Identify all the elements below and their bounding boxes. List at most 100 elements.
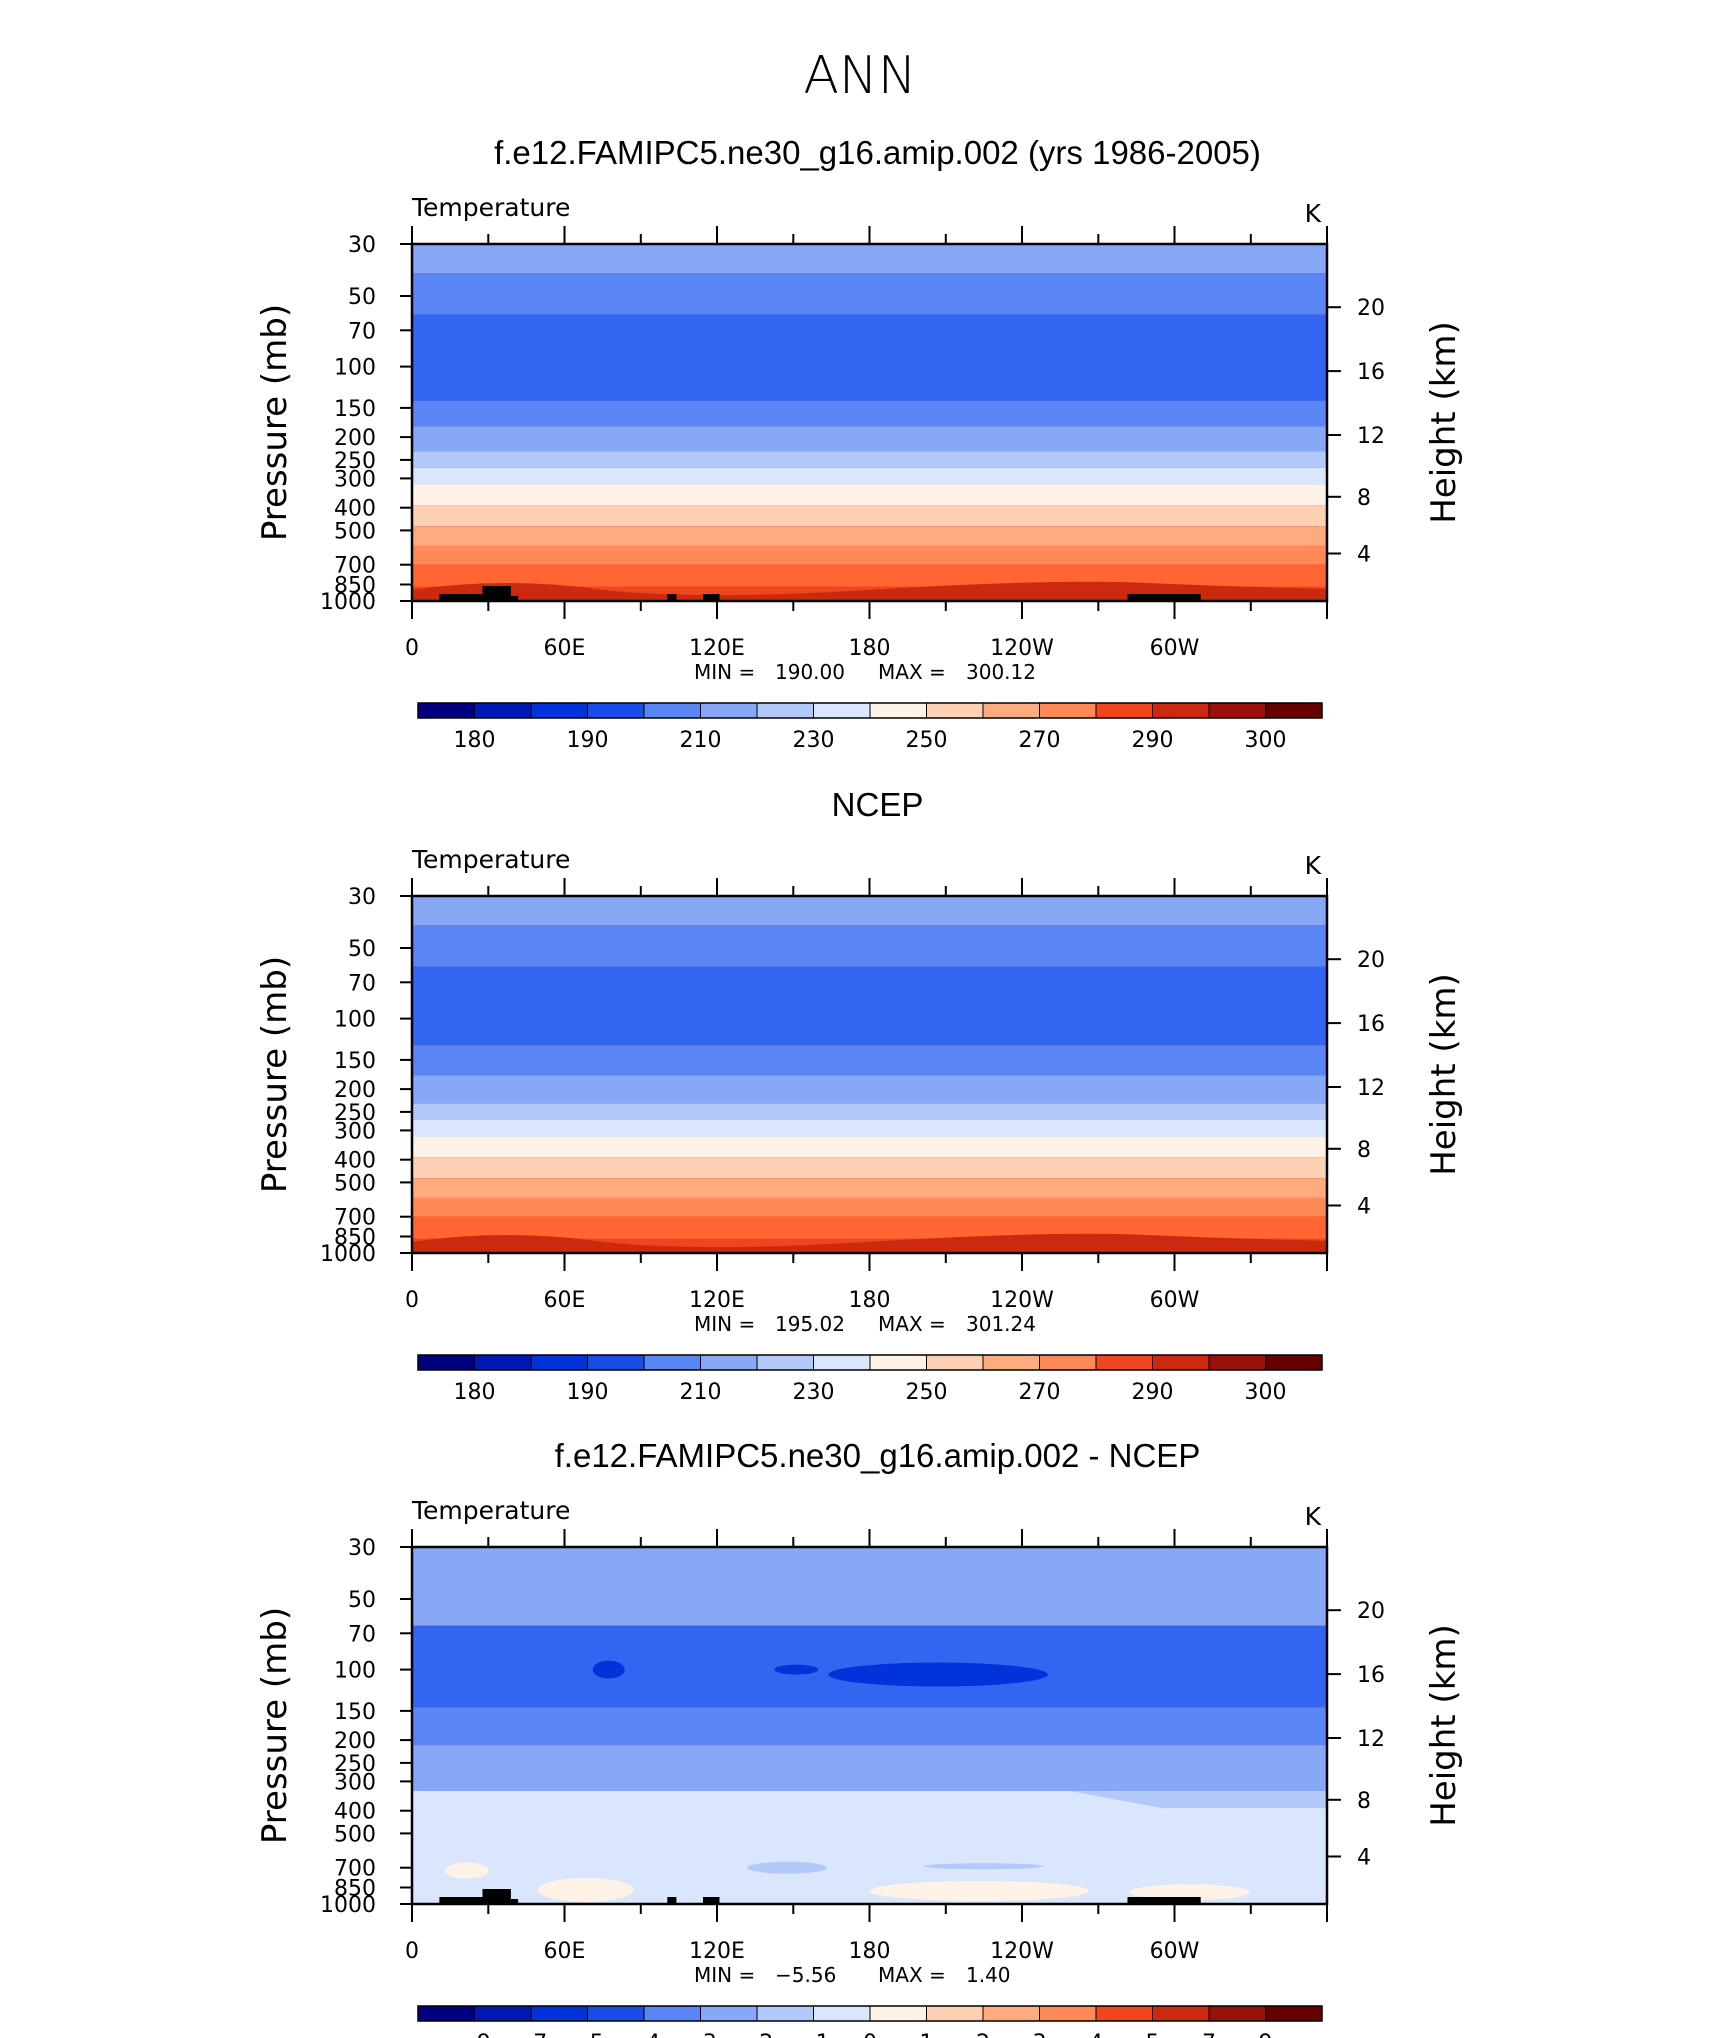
colorbar-label: −5: [571, 2031, 603, 2038]
contour-feature: [444, 1862, 489, 1879]
pressure-tick-label: 250: [334, 1101, 376, 1126]
panel-diff: f.e12.FAMIPC5.ne30_g16.amip.002 - NCEP Te…: [255, 1437, 1464, 2038]
variable-label: Temperature: [411, 1496, 570, 1525]
topography: [703, 594, 720, 601]
colorbar-box: [1039, 1354, 1097, 1371]
page-title: ANN: [803, 46, 916, 106]
colorbar-label: 7: [1202, 2031, 1216, 2038]
lon-tick-label: 120E: [689, 1939, 745, 1964]
height-tick-label: 4: [1357, 1195, 1371, 1220]
contour-feature: [828, 1662, 1048, 1687]
pressure-tick-label: 700: [334, 1857, 376, 1882]
colorbar-label: −7: [515, 2031, 547, 2038]
units-label: K: [1305, 851, 1322, 880]
colorbar-frame: [417, 1354, 1323, 1371]
contour-band: [412, 526, 1327, 546]
colorbar-label: 290: [1132, 728, 1174, 753]
stat-min-label: MIN =: [694, 660, 755, 684]
pressure-tick-label: 30: [348, 1536, 376, 1561]
colorbar-box: [1039, 2005, 1097, 2022]
colorbar-box: [474, 702, 532, 719]
colorbar-frame: [417, 702, 1323, 719]
colorbar-label: 5: [1146, 2031, 1160, 2038]
colorbar-label: −2: [741, 2031, 773, 2038]
pressure-tick-label: 200: [334, 426, 376, 451]
colorbar-box: [982, 1354, 1040, 1371]
pressure-tick-label: 30: [348, 885, 376, 910]
colorbar-box: [530, 1354, 588, 1371]
colorbar-label: 180: [454, 1380, 496, 1405]
pressure-tick-label: 300: [334, 1119, 376, 1144]
colorbar-box: [1095, 702, 1153, 719]
colorbar-box: [474, 1354, 532, 1371]
pressure-tick-label: 200: [334, 1729, 376, 1754]
colorbar-box: [700, 702, 758, 719]
contour-band: [412, 1707, 1327, 1746]
colorbar-box: [417, 702, 475, 719]
y-axis-title: Pressure (mb): [255, 956, 295, 1193]
pressure-tick-label: 400: [334, 497, 376, 522]
colorbar-label: 1: [920, 2031, 934, 2038]
pressure-tick-label: 70: [348, 1622, 376, 1647]
contour-feature: [412, 581, 1327, 599]
contour-feature: [1129, 1884, 1250, 1901]
topography: [667, 1897, 677, 1904]
pressure-tick-label: 150: [334, 1049, 376, 1074]
lon-tick-label: 60E: [544, 1288, 586, 1313]
colorbar-box: [1265, 2005, 1323, 2022]
topography: [482, 586, 511, 601]
units-label: K: [1305, 1502, 1322, 1531]
pressure-tick-label: 1000: [320, 1893, 376, 1918]
y-axis-title: Pressure (mb): [255, 1607, 295, 1844]
colorbar-label: −3: [684, 2031, 716, 2038]
colorbar-box: [1152, 2005, 1210, 2022]
colorbar-label: 180: [454, 728, 496, 753]
pressure-tick-label: 850: [334, 1226, 376, 1251]
colorbar-label: 250: [906, 728, 948, 753]
pressure-tick-label: 70: [348, 319, 376, 344]
pressure-tick-label: 30: [348, 233, 376, 258]
colorbar-label: 230: [793, 1380, 835, 1405]
pressure-tick-label: 150: [334, 397, 376, 422]
colorbar-box: [1265, 702, 1323, 719]
stat-max-value: 1.40: [966, 1963, 1011, 1987]
contour-band: [412, 485, 1327, 506]
height-tick-label: 12: [1357, 1076, 1385, 1101]
colorbar-box: [1208, 2005, 1266, 2022]
colorbar-box: [869, 702, 927, 719]
topography: [667, 594, 677, 601]
pressure-tick-label: 400: [334, 1800, 376, 1825]
pressure-tick-label: 100: [334, 356, 376, 381]
contour-band: [412, 1745, 1327, 1792]
stat-min-value: 195.02: [775, 1312, 845, 1336]
contour-band: [412, 1045, 1327, 1076]
colorbar-label: 190: [567, 728, 609, 753]
contour-band: [412, 451, 1327, 468]
colorbar-box: [643, 1354, 701, 1371]
contour-band: [412, 1197, 1327, 1217]
contour-band: [412, 1157, 1327, 1179]
height-tick-label: 12: [1357, 424, 1385, 449]
contour-band: [412, 1216, 1327, 1239]
colorbar-box: [1152, 702, 1210, 719]
pressure-tick-label: 200: [334, 1078, 376, 1103]
colorbar-box: [982, 2005, 1040, 2022]
height-tick-label: 12: [1357, 1727, 1385, 1752]
colorbar-box: [700, 2005, 758, 2022]
colorbar-label: 290: [1132, 1380, 1174, 1405]
lon-tick-label: 60W: [1150, 1288, 1200, 1313]
colorbar-box: [700, 1354, 758, 1371]
lon-tick-label: 120W: [990, 1288, 1054, 1313]
pressure-tick-label: 250: [334, 449, 376, 474]
height-tick-label: 20: [1357, 1599, 1385, 1624]
topography: [510, 1899, 519, 1904]
contour-band: [412, 564, 1327, 587]
contour-band: [412, 925, 1327, 967]
colorbar-label: 300: [1245, 1380, 1287, 1405]
topography: [1127, 594, 1201, 601]
height-tick-label: 16: [1357, 1012, 1385, 1037]
colorbar-box: [813, 702, 871, 719]
colorbar-box: [530, 2005, 588, 2022]
colorbar-box: [1265, 1354, 1323, 1371]
colorbar-label: 270: [1019, 728, 1061, 753]
